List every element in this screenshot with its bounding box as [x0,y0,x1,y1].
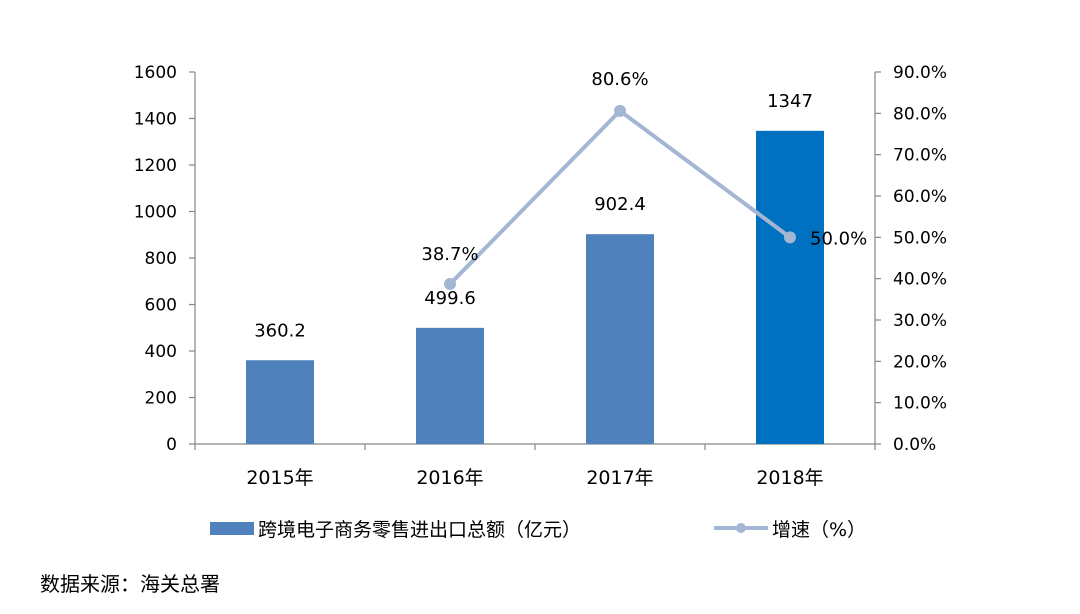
left-axis-tick-label: 1600 [134,63,177,83]
right-axis-tick-label: 80.0% [893,104,947,124]
growth-point [614,104,626,117]
growth-value-label: 38.7% [421,244,478,265]
right-axis-tick-label: 40.0% [893,270,947,290]
right-axis-tick-label: 30.0% [893,311,947,331]
bar [586,234,654,444]
right-axis-tick-label: 20.0% [893,352,947,372]
bar-value-label: 360.2 [254,320,306,341]
chart: 0 200 400 600 800 1000 1200 1400 1600 0.0% 10.0% 20… [134,63,947,541]
x-axis-tick-label: 2015年 [246,467,313,489]
bar [756,130,824,444]
x-axis-tick-label: 2018年 [756,467,823,489]
growth-value-label: 80.6% [591,69,648,90]
legend-line-marker [736,523,746,533]
bar [416,327,484,444]
growth-line [444,104,796,291]
bars [246,130,824,444]
bar [246,360,314,444]
legend-bar-label: 跨境电子商务零售进出口总额（亿元） [258,519,581,541]
left-axis-tick-label: 1000 [134,203,177,223]
axes: 0 200 400 600 800 1000 1200 1400 1600 0.0% 10.0% 20… [134,63,947,489]
bar-value-label: 1347 [767,91,813,112]
bar-value-label: 499.6 [424,288,476,309]
x-axis-tick-label: 2016年 [416,467,483,489]
right-axis-tick-label: 10.0% [893,394,947,414]
right-axis-tick-label: 70.0% [893,146,947,166]
left-axis-tick-label: 600 [145,296,177,316]
left-axis-tick-label: 1200 [134,156,177,176]
growth-point [784,231,796,244]
growth-point [444,278,456,291]
legend-bar-swatch [210,522,254,535]
growth-value-label: 50.0% [810,228,867,249]
left-axis-tick-label: 200 [145,389,177,409]
x-axis-tick-label: 2017年 [586,467,653,489]
left-axis-tick-label: 0 [166,435,177,455]
left-axis-tick-label: 800 [145,249,177,269]
left-axis-tick-label: 1400 [134,110,177,130]
right-axis-tick-label: 90.0% [893,63,947,83]
legend: 跨境电子商务零售进出口总额（亿元） 增速（%） [210,519,866,541]
source-note: 数据来源：海关总署 [40,572,220,596]
left-axis-tick-label: 400 [145,342,177,362]
legend-line-label: 增速（%） [772,519,866,541]
right-axis-tick-label: 50.0% [893,228,947,248]
data-labels: 360.2 499.6 902.4 1347 38.7% 80.6% 50.0% [254,69,867,341]
bar-value-label: 902.4 [594,194,646,215]
right-axis-tick-label: 60.0% [893,187,947,207]
right-axis-tick-label: 0.0% [893,435,936,455]
